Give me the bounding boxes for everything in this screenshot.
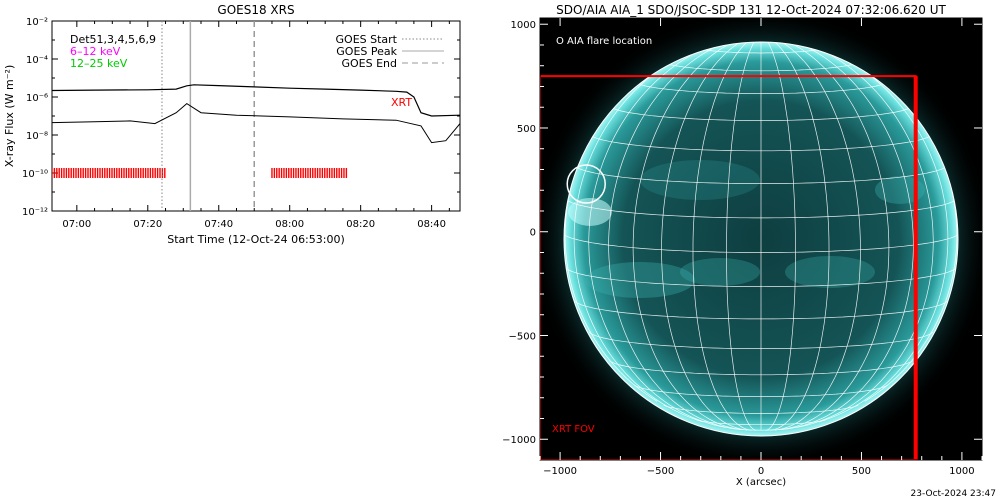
aia-y-tick-label: 1000 (511, 20, 536, 31)
aia-x-tick-label: −1000 (543, 466, 577, 477)
goes-legend: GOES Start GOES Peak GOES End (336, 33, 444, 70)
y-tick-label: 10⁻² (26, 17, 48, 28)
xrt-label: XRT (391, 96, 412, 109)
goes-x-axis: 07:00 07:20 07:40 08:00 08:20 08:40 (62, 21, 450, 230)
longitude-line (760, 42, 830, 431)
solar-limb (563, 41, 959, 437)
longitude-line (726, 42, 762, 431)
goes-x-label: Start Time (12-Oct-24 06:53:00) (167, 233, 345, 246)
aia-y-tick-label: −1000 (502, 435, 536, 446)
aia-x-label: X (arcsec) (736, 477, 786, 488)
aia-x-tick-label: 0 (758, 466, 764, 477)
y-tick-label: 10⁻⁴ (26, 55, 48, 66)
aia-y-axis: −1000 −500 0 500 1000 (502, 20, 982, 446)
y-tick-label: 10⁻⁸ (26, 131, 48, 142)
goes-band2-label: 12–25 keV (70, 57, 128, 70)
x-tick-label: 08:40 (417, 219, 446, 230)
longitude-line (692, 42, 762, 431)
aia-y-tick-label: 0 (530, 228, 536, 239)
longitude-line (760, 42, 914, 430)
longitude-line (632, 42, 762, 431)
y-tick-label: 10⁻⁶ (26, 93, 48, 104)
longitude-line (588, 42, 762, 428)
aia-x-tick-label: 500 (852, 466, 871, 477)
aia-y-tick-label: 500 (517, 124, 536, 135)
legend-start-label: GOES Start (336, 33, 398, 46)
goes-dets-label: Det51,3,4,5,6,9 (70, 33, 156, 46)
longitude-line (661, 42, 762, 431)
flare-location-label: O AIA flare location (556, 36, 652, 47)
legend-end-label: GOES End (341, 57, 397, 70)
aia-x-axis: −1000 −500 0 500 1000 (539, 18, 983, 477)
goes-title: GOES18 XRS (217, 3, 294, 17)
xrt-fov-label: XRT FOV (552, 424, 595, 435)
aia-y-tick-label: −500 (509, 331, 536, 342)
x-tick-label: 07:20 (133, 219, 162, 230)
x-tick-label: 08:00 (275, 219, 304, 230)
x-tick-label: 07:40 (204, 219, 233, 230)
goes-y-label: X-ray Flux (W m⁻²) (3, 65, 16, 167)
aia-x-tick-label: 1000 (949, 466, 974, 477)
goes-band1-label: 6–12 keV (70, 45, 121, 58)
goes-y-axis: 10⁻¹² 10⁻¹⁰ 10⁻⁸ 10⁻⁶ 10⁻⁴ 10⁻² (22, 17, 460, 218)
flare-location-circle (566, 164, 606, 204)
goes-series-12-25kev (52, 102, 460, 144)
longitude-line (760, 42, 796, 431)
xrt-coverage-bars (52, 168, 348, 178)
longitude-line (760, 42, 861, 431)
goes-panel: GOES18 XRS 10⁻¹² 10⁻¹⁰ 10⁻⁸ 10⁻⁶ 10⁻⁴ 10⁻² 07… (3, 3, 461, 246)
plot-timestamp: 23-Oct-2024 23:47 (911, 489, 996, 499)
longitude-line (760, 42, 890, 431)
legend-peak-label: GOES Peak (336, 45, 397, 58)
x-tick-label: 07:00 (62, 219, 91, 230)
aia-x-tick-label: −500 (647, 466, 674, 477)
x-tick-label: 08:20 (346, 219, 375, 230)
goes-series-det (52, 84, 460, 117)
aia-title: SDO/AIA AIA_1 SDO/JSOC-SDP 131 12-Oct-20… (556, 3, 946, 17)
aia-panel: SDO/AIA AIA_1 SDO/JSOC-SDP 131 12-Oct-20… (502, 3, 996, 499)
y-tick-label: 10⁻¹² (22, 207, 48, 218)
longitude-line (608, 42, 762, 430)
longitude-line (760, 42, 934, 428)
y-tick-label: 10⁻¹⁰ (22, 169, 48, 180)
